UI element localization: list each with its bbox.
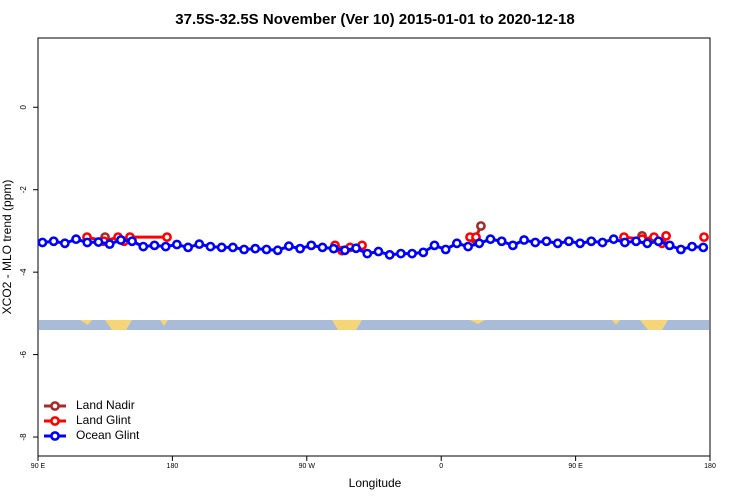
legend-label: Land Nadir [76,398,135,412]
data-point [82,237,93,248]
data-point [586,236,597,247]
data-point [339,245,350,256]
data-point [48,236,59,247]
data-point [216,242,227,253]
data-point [631,236,641,247]
legend-label: Land Glint [76,413,131,427]
data-point [476,221,486,231]
data-point [664,240,675,251]
data-point [563,236,574,247]
x-tick-label: 90 W [299,463,316,470]
data-point [699,232,709,243]
data-point [283,241,294,252]
data-point [698,242,709,253]
data-point [272,245,283,256]
data-point [160,241,171,252]
data-point [351,243,361,254]
data-point [384,249,395,260]
data-point [507,240,518,251]
data-point [162,232,172,243]
data-point [407,248,417,259]
chart-title: 37.5S-32.5S November (Ver 10) 2015-01-01… [175,11,574,28]
data-point [250,243,261,254]
data-point [485,234,496,245]
data-point [429,240,440,251]
legend-marker [50,431,60,441]
data-point [261,244,272,255]
data-point [183,242,193,253]
data-point [575,238,585,249]
data-point [496,236,507,247]
x-tick-label: 0 [439,463,443,470]
data-point [608,234,619,245]
data-point [552,238,563,249]
y-tick-label: -6 [19,350,28,358]
data-point [451,238,462,249]
legend-marker [50,416,60,426]
data-point [59,238,70,249]
data-point [171,239,182,250]
legend-label: Ocean Glint [76,428,140,442]
y-tick-label: 0 [19,104,28,109]
data-point [71,234,81,245]
x-tick-label: 90 E [568,463,583,470]
legend-marker [50,401,60,411]
data-point [519,235,529,245]
data-point [653,236,664,247]
data-point [395,248,406,259]
data-point [687,241,697,252]
map-strip [39,320,709,330]
data-point [661,230,671,241]
data-point [440,244,451,255]
data-point [205,241,216,252]
x-tick-label: 90 E [31,463,46,470]
data-point [295,243,305,254]
data-point [619,237,630,248]
x-tick-label: 180 [704,463,716,470]
y-axis-label: XCO2 - MLO trend (ppm) [0,180,14,315]
data-point [463,241,473,252]
data-point [373,246,384,257]
y-tick-label: -4 [19,268,28,276]
data-point [138,241,149,252]
data-point [37,237,48,248]
data-point [328,243,339,254]
data-point [93,237,104,247]
data-point [530,237,541,248]
data-point [418,247,429,258]
data-point [675,244,686,255]
data-point [317,242,328,253]
data-point [115,235,126,245]
data-point [306,240,317,251]
data-point [541,236,552,247]
data-point [149,240,160,251]
data-point [104,239,115,250]
data-point [227,242,238,253]
data-point [239,244,249,255]
data-point [642,238,653,249]
data-point [474,238,485,249]
data-point [362,248,373,259]
data-point [127,236,137,247]
data-point [194,239,205,250]
x-axis-label: Longitude [349,476,402,490]
plot-frame [37,37,711,457]
data-point [597,237,608,248]
y-tick-label: -8 [19,433,28,441]
y-tick-label: -2 [19,186,28,194]
x-tick-label: 180 [167,463,179,470]
